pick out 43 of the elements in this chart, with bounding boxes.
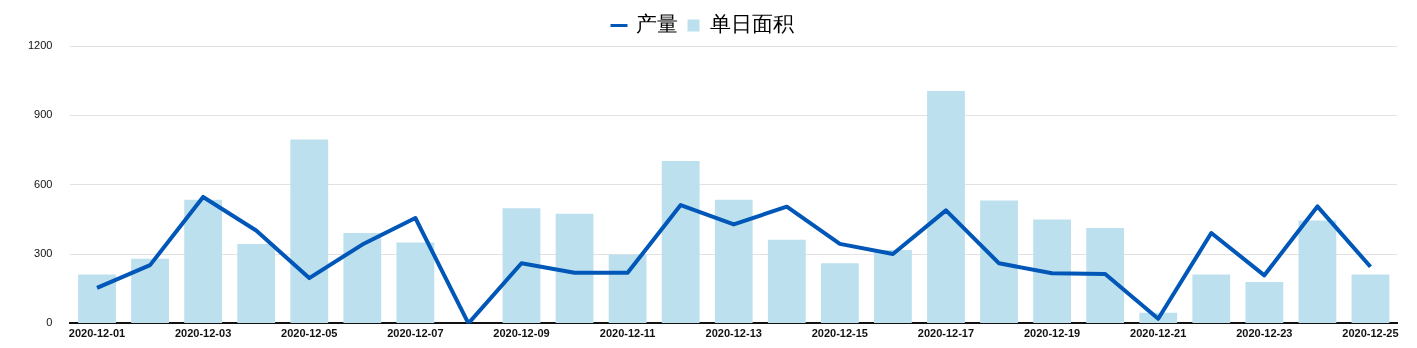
bar [1033, 219, 1072, 323]
bar [184, 199, 223, 323]
bar [131, 258, 169, 323]
bar [927, 91, 965, 323]
bar [661, 161, 700, 323]
x-tick-label: 2020-12-09 [493, 327, 550, 340]
bar [608, 254, 647, 323]
y-tick-label: 300 [34, 247, 53, 260]
bar [874, 250, 912, 323]
bar [1245, 282, 1284, 323]
x-tick-label: 2020-12-03 [174, 327, 232, 340]
bar [78, 274, 116, 323]
bar [343, 233, 382, 323]
x-tick-label: 2020-12-21 [1130, 327, 1187, 340]
x-tick-label: 2020-12-17 [917, 327, 975, 340]
x-tick-label: 2020-12-25 [1342, 327, 1399, 340]
bar [555, 213, 594, 323]
x-tick-label: 2020-12-13 [705, 327, 762, 340]
x-tick-label: 2020-12-01 [68, 327, 126, 340]
x-tick-label: 2020-12-19 [1023, 327, 1081, 340]
bar [1298, 220, 1337, 323]
x-tick-label: 2020-12-07 [387, 327, 444, 340]
bar [980, 200, 1018, 323]
legend-label: 产量 [635, 12, 678, 36]
y-tick-label: 0 [46, 316, 53, 329]
x-tick-label: 2020-12-15 [811, 327, 868, 340]
bar [767, 239, 806, 323]
x-tick-label: 2020-12-23 [1236, 327, 1293, 340]
y-tick-label: 900 [34, 108, 53, 121]
y-tick-label: 600 [34, 177, 53, 190]
x-tick-label: 2020-12-11 [599, 327, 656, 340]
bar [1351, 274, 1390, 323]
legend-label: 单日面积 [710, 12, 794, 36]
bar [502, 208, 541, 323]
bar [1086, 227, 1125, 323]
bar [1192, 274, 1231, 323]
bar [396, 242, 435, 323]
bar [237, 244, 276, 323]
bar [714, 199, 753, 323]
x-tick-label: 2020-12-05 [281, 327, 338, 340]
bar [290, 139, 329, 323]
y-tick-label: 1200 [27, 39, 53, 52]
bar [820, 263, 859, 323]
